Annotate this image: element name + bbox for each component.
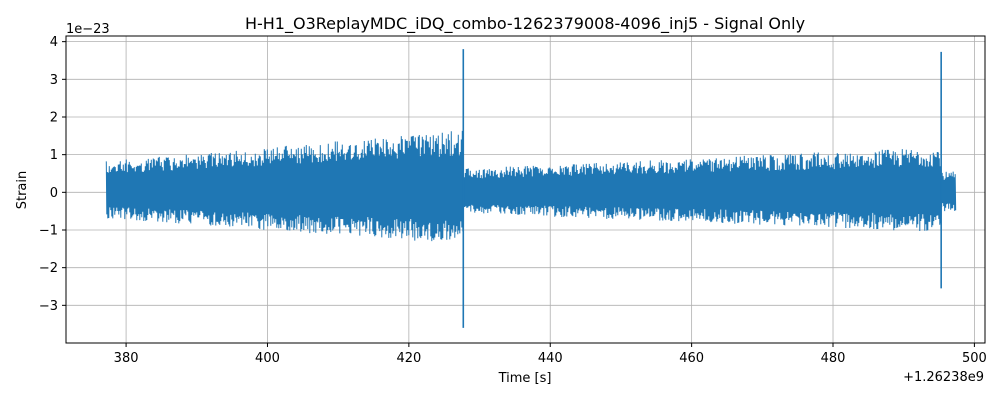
- x-tick-label: 460: [679, 351, 704, 366]
- plot-frame: [65, 35, 986, 344]
- x-tick-label: 440: [538, 351, 563, 366]
- x-tick-label: 380: [114, 351, 139, 366]
- y-tick-label: −3: [39, 299, 58, 314]
- y-axis: −3 −2 −1 0 1 2 3 4: [39, 35, 66, 314]
- y-tick-label: −1: [39, 223, 58, 238]
- y-tick-label: 0: [50, 186, 58, 201]
- y-tick-label: 4: [50, 35, 58, 50]
- y-scale-label: 1e−23: [66, 22, 110, 37]
- x-offset-label: +1.26238e9: [903, 370, 984, 385]
- x-axis-label: Time [s]: [498, 371, 552, 386]
- x-tick-label: 420: [396, 351, 421, 366]
- spikes: [462, 49, 942, 328]
- signal-envelope: [105, 130, 957, 242]
- y-axis-label: Strain: [15, 171, 30, 210]
- x-axis: 380 400 420 440 460 480 500: [114, 343, 987, 366]
- x-tick-label: 400: [255, 351, 280, 366]
- chart-title: H-H1_O3ReplayMDC_iDQ_combo-1262379008-40…: [245, 14, 805, 34]
- y-tick-label: 2: [50, 110, 58, 125]
- y-tick-label: −2: [39, 261, 58, 276]
- x-tick-label: 480: [821, 351, 846, 366]
- x-tick-label: 500: [962, 351, 987, 366]
- y-tick-label: 3: [50, 73, 58, 88]
- y-tick-label: 1: [50, 148, 58, 163]
- signal-series: [105, 130, 957, 242]
